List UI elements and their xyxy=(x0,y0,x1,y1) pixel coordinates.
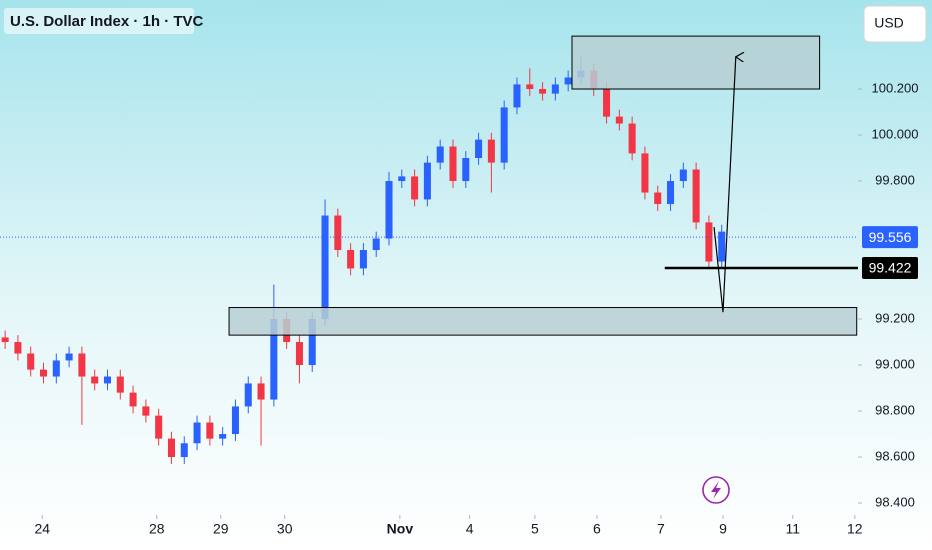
candle-body xyxy=(526,84,534,90)
price-label-box xyxy=(862,226,918,249)
x-tick-label: 12 xyxy=(847,521,863,537)
candle-body xyxy=(129,392,137,407)
candle-body xyxy=(654,192,662,205)
y-tick-label: 99.800 xyxy=(875,172,915,187)
candle-body xyxy=(551,84,559,94)
price-label: 99.556 xyxy=(869,229,912,245)
candle-body xyxy=(206,422,214,439)
candle-body xyxy=(1,337,9,343)
candle-body xyxy=(615,116,623,124)
candle-body xyxy=(603,89,611,117)
candle-body xyxy=(641,153,649,193)
y-tick-label: 98.400 xyxy=(875,494,915,509)
alert-icon[interactable] xyxy=(702,476,730,504)
candle-body xyxy=(411,176,419,200)
y-tick-label: 100.200 xyxy=(872,80,919,95)
x-tick-label: Nov xyxy=(387,521,414,537)
title-backdrop xyxy=(4,8,194,34)
candle-body xyxy=(52,360,60,377)
x-tick-label: 11 xyxy=(785,521,800,537)
x-tick-label: 7 xyxy=(657,521,665,537)
candle-body xyxy=(39,369,48,377)
candle-body xyxy=(679,169,687,182)
x-tick-label: 4 xyxy=(466,521,474,537)
currency-label: USD xyxy=(874,15,904,31)
candle-body xyxy=(423,162,431,200)
candle-body xyxy=(308,319,316,366)
candle-body xyxy=(295,342,303,366)
candle-body xyxy=(14,342,22,354)
candle-body xyxy=(385,181,393,239)
candle-body xyxy=(347,250,355,269)
candle-body xyxy=(705,222,713,262)
candle-body xyxy=(103,376,112,384)
candle-body xyxy=(167,438,175,458)
candle-body xyxy=(334,215,342,251)
projection-arrow xyxy=(713,57,736,313)
candle-body xyxy=(436,146,444,163)
x-tick-label: 29 xyxy=(213,521,229,537)
zone xyxy=(571,35,821,90)
candle-body xyxy=(257,383,265,400)
plot-area xyxy=(1,56,726,464)
x-tick-label: 24 xyxy=(34,521,50,537)
candle-body xyxy=(539,89,547,94)
y-tick-label: 99.200 xyxy=(875,310,915,325)
candle-body xyxy=(231,406,239,435)
candle-body xyxy=(27,353,35,370)
candle-body xyxy=(398,176,406,182)
candle-body xyxy=(193,422,201,444)
price-label: 99.422 xyxy=(869,260,912,276)
candle-body xyxy=(142,406,150,416)
candle-body xyxy=(667,181,675,205)
candle-body xyxy=(180,443,188,458)
candle-body xyxy=(487,139,495,163)
candle-body xyxy=(462,158,470,182)
x-tick-label: 30 xyxy=(277,521,293,537)
candle-body xyxy=(513,84,521,108)
x-tick-label: 6 xyxy=(593,521,601,537)
zone xyxy=(228,307,858,336)
chart-title: U.S. Dollar Index · 1h · TVC xyxy=(10,13,204,30)
currency-button[interactable] xyxy=(863,5,927,43)
candle-body xyxy=(692,169,700,223)
y-tick-label: 98.800 xyxy=(875,402,915,417)
candle-body xyxy=(359,250,367,269)
y-tick-label: 98.600 xyxy=(875,448,915,463)
candle-body xyxy=(155,415,163,439)
candle-body xyxy=(270,319,278,400)
x-tick-label: 5 xyxy=(531,521,539,537)
candle-body xyxy=(628,123,636,154)
candle-body xyxy=(244,383,252,407)
candle-body xyxy=(475,139,483,159)
y-tick-label: 99.000 xyxy=(875,356,915,371)
candle-body xyxy=(91,376,99,384)
candle-body xyxy=(219,434,227,439)
x-tick-label: 9 xyxy=(719,521,727,537)
candle-body xyxy=(321,215,329,320)
y-tick-label: 100.000 xyxy=(872,126,919,141)
candle-body xyxy=(500,107,508,163)
candle-body xyxy=(65,353,73,361)
x-tick-label: 28 xyxy=(149,521,165,537)
price-label-box xyxy=(862,256,918,279)
candle-body xyxy=(564,77,572,85)
candle-body xyxy=(449,146,457,182)
candle-body xyxy=(718,231,726,262)
candle-body xyxy=(372,238,380,251)
candle-body xyxy=(78,353,86,377)
candle-body xyxy=(116,376,124,393)
